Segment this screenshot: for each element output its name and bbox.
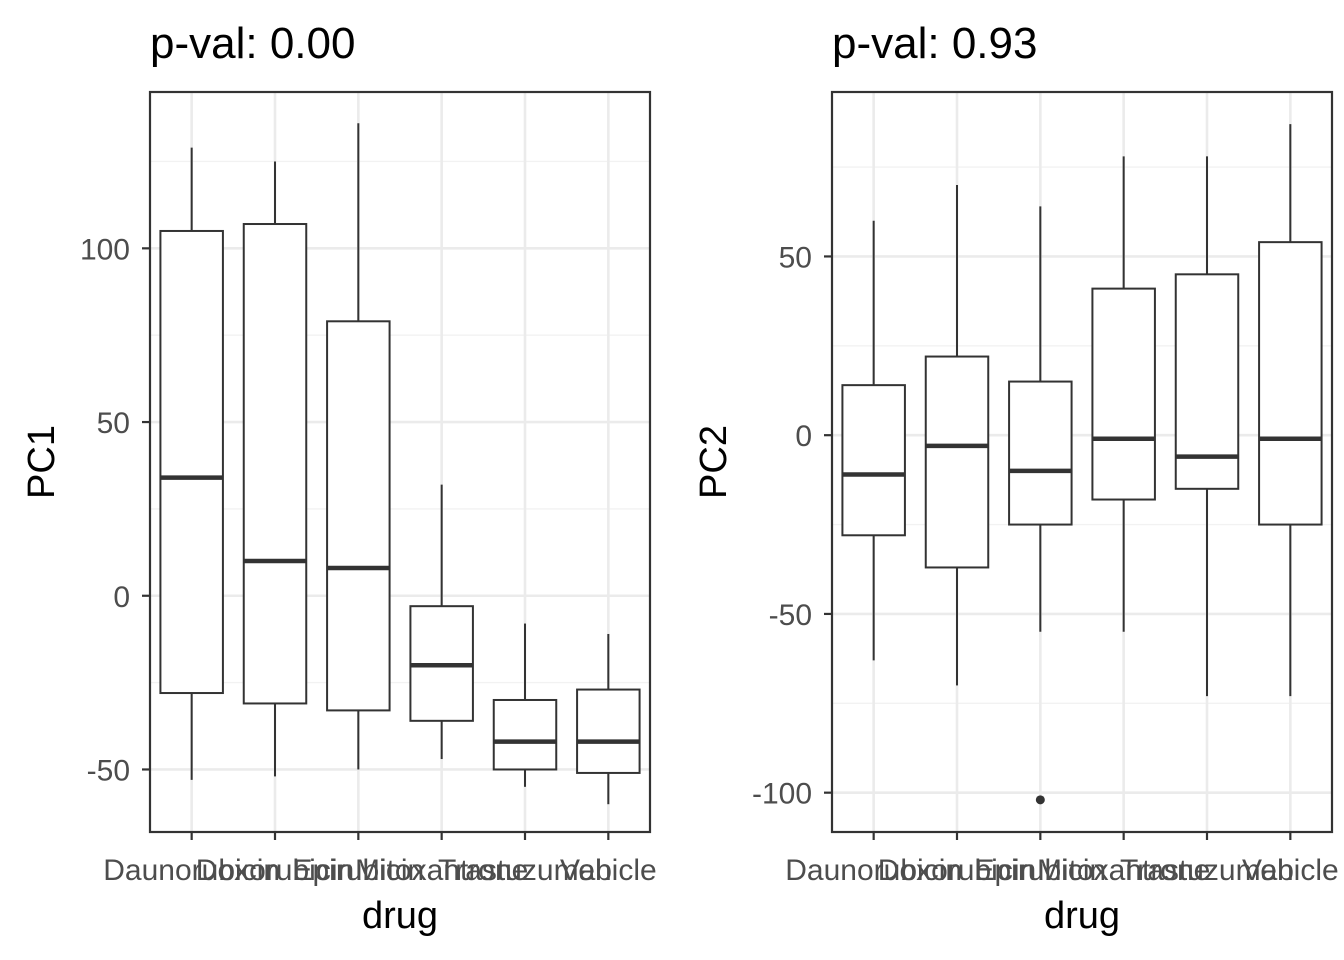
y-tick-label: -50 bbox=[87, 754, 130, 787]
x-tick-label: Daunorubicin bbox=[103, 854, 280, 887]
chart-title: p-val: 0.93 bbox=[832, 19, 1037, 68]
panel-border bbox=[148, 90, 652, 834]
iqr-box bbox=[924, 355, 990, 569]
box-daunorubicin bbox=[841, 220, 906, 661]
iqr-box bbox=[1008, 380, 1073, 526]
iqr-box bbox=[159, 229, 224, 695]
x-tick-label: Daunorubicin bbox=[785, 854, 962, 887]
panel-border bbox=[830, 90, 1334, 834]
iqr-box bbox=[1091, 287, 1156, 501]
y-axis-title: PC2 bbox=[693, 425, 735, 499]
x-tick-label: Doxorubicin bbox=[878, 854, 1036, 887]
outlier-point bbox=[1035, 795, 1045, 805]
box-trastuzumab bbox=[1174, 156, 1240, 697]
x-tick-label: Mitoxantrone bbox=[1037, 854, 1210, 887]
x-tick-label: Vehicle bbox=[560, 854, 657, 887]
y-tick-label: 0 bbox=[113, 581, 130, 614]
y-tick-label: 50 bbox=[779, 241, 812, 274]
y-axis-title: PC1 bbox=[21, 425, 63, 499]
iqr-box bbox=[1174, 273, 1240, 490]
iqr-box bbox=[576, 688, 641, 774]
x-axis-title: drug bbox=[362, 895, 438, 937]
iqr-box bbox=[492, 698, 558, 771]
box-vehicle bbox=[576, 633, 641, 805]
iqr-box bbox=[1258, 241, 1323, 526]
iqr-box bbox=[326, 320, 391, 712]
x-tick-label: Epirubicin bbox=[292, 854, 424, 887]
x-tick-label: Vehicle bbox=[1242, 854, 1339, 887]
pc2-panel: -100 -50 0 50 DaunorubicinDoxorubicinEpirubi… bbox=[693, 19, 1339, 937]
x-tick-label: Trastuzumab bbox=[1120, 854, 1294, 887]
iqr-box bbox=[841, 384, 906, 537]
box-vehicle bbox=[1258, 124, 1323, 697]
chart-title: p-val: 0.00 bbox=[150, 19, 355, 68]
x-tick-label: Epirubicin bbox=[974, 854, 1106, 887]
x-tick-label: Mitoxantrone bbox=[355, 854, 528, 887]
box-epirubicin bbox=[1008, 206, 1073, 805]
iqr-box bbox=[242, 223, 308, 705]
pc1-panel: -50 0 50 100 DaunorubicinDoxorubicinEpirubic… bbox=[21, 19, 657, 937]
box-mitoxantrone bbox=[409, 484, 474, 760]
box-doxorubicin bbox=[924, 184, 990, 686]
box-doxorubicin bbox=[242, 161, 308, 777]
y-tick-label: 0 bbox=[795, 420, 812, 453]
x-tick-label: Trastuzumab bbox=[438, 854, 612, 887]
y-tick-label: 50 bbox=[97, 407, 130, 440]
box-daunorubicin bbox=[159, 147, 224, 780]
y-tick-label: -50 bbox=[769, 599, 812, 632]
x-tick-label: Doxorubicin bbox=[196, 854, 354, 887]
box-mitoxantrone bbox=[1091, 156, 1156, 632]
y-tick-label: -100 bbox=[752, 778, 812, 811]
y-tick-label: 100 bbox=[80, 233, 130, 266]
x-axis-title: drug bbox=[1044, 895, 1120, 937]
box-trastuzumab bbox=[492, 623, 558, 787]
box-epirubicin bbox=[326, 123, 391, 770]
